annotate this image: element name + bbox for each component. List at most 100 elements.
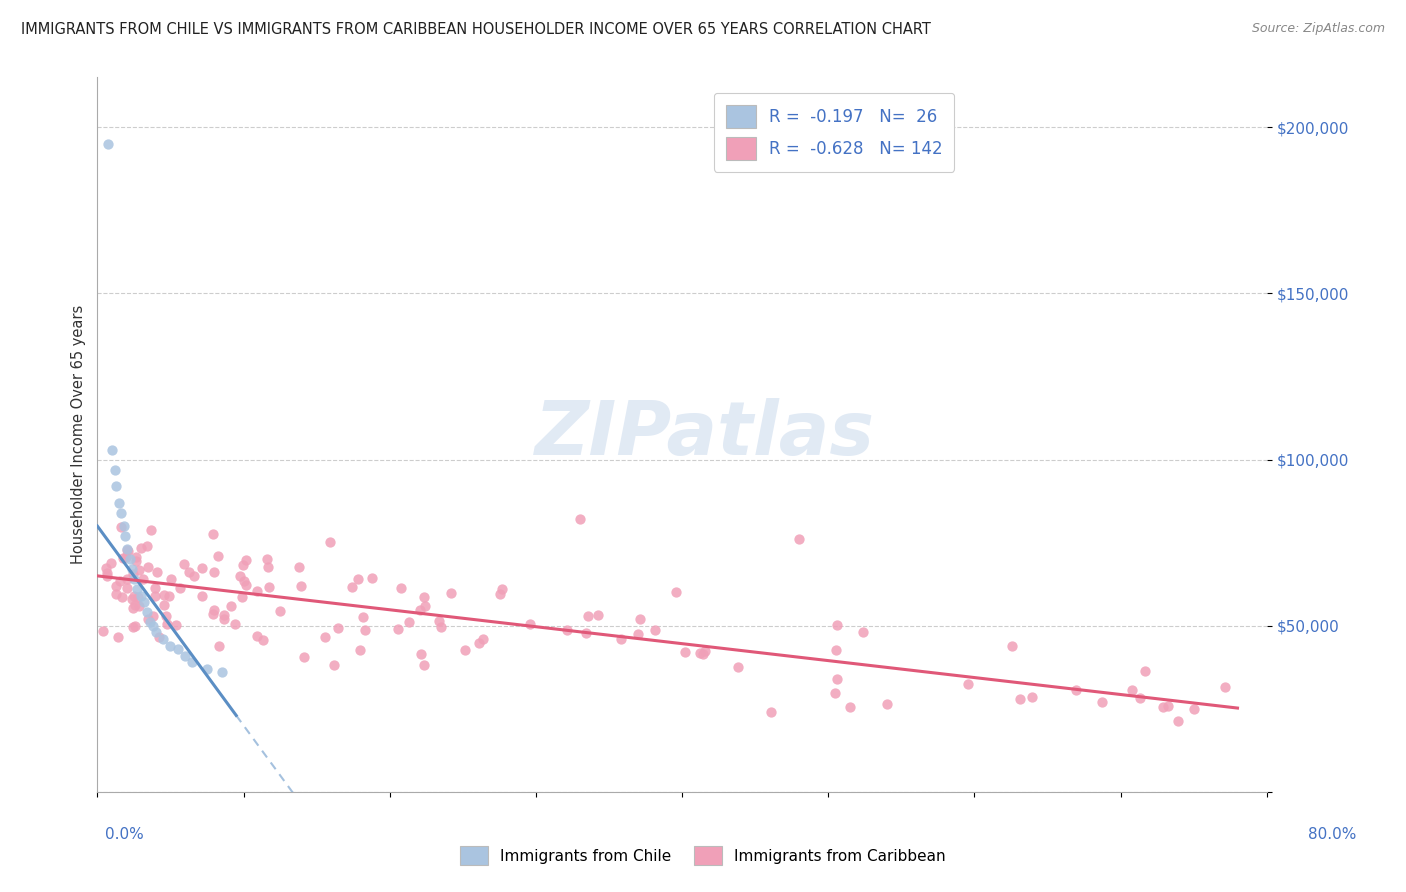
Point	[1182, 701, 1205, 715]
Point	[413, 590, 436, 604]
Text: Source: ZipAtlas.com: Source: ZipAtlas.com	[1251, 22, 1385, 36]
Point	[290, 579, 312, 593]
Point	[142, 618, 165, 632]
Point	[389, 581, 412, 595]
Point	[292, 650, 315, 665]
Point	[159, 639, 181, 653]
Point	[314, 630, 336, 644]
Point	[143, 582, 166, 596]
Point	[114, 529, 136, 543]
Point	[104, 579, 127, 593]
Point	[1001, 639, 1024, 653]
Point	[361, 571, 384, 585]
Point	[246, 584, 269, 599]
Point	[121, 592, 143, 607]
Point	[212, 608, 235, 623]
Point	[195, 662, 218, 676]
Point	[630, 611, 652, 625]
Point	[409, 602, 432, 616]
Point	[181, 655, 204, 669]
Point	[409, 647, 432, 661]
Point	[122, 589, 145, 603]
Point	[124, 598, 146, 612]
Point	[129, 541, 152, 556]
Point	[97, 136, 120, 151]
Point	[169, 582, 191, 596]
Point	[673, 645, 696, 659]
Point	[121, 566, 143, 581]
Point	[115, 549, 138, 564]
Point	[115, 542, 138, 557]
Point	[852, 625, 875, 640]
Point	[1010, 692, 1032, 706]
Point	[212, 612, 235, 626]
Point	[118, 552, 141, 566]
Point	[93, 624, 115, 639]
Point	[202, 566, 225, 580]
Point	[610, 632, 633, 647]
Point	[1128, 691, 1150, 706]
Text: ZIPatlas: ZIPatlas	[536, 398, 876, 471]
Point	[430, 620, 453, 634]
Point	[112, 551, 135, 566]
Point	[627, 627, 650, 641]
Point	[142, 609, 165, 624]
Point	[153, 588, 176, 602]
Point	[689, 646, 711, 660]
Point	[132, 572, 155, 586]
Point	[413, 657, 436, 672]
Point	[235, 553, 257, 567]
Point	[128, 599, 150, 613]
Point	[155, 609, 177, 624]
Point	[340, 580, 363, 594]
Point	[347, 572, 370, 586]
Point	[825, 643, 848, 657]
Point	[489, 587, 512, 601]
Point	[323, 658, 346, 673]
Point	[232, 558, 254, 572]
Point	[174, 648, 197, 663]
Y-axis label: Householder Income Over 65 years: Householder Income Over 65 years	[72, 305, 86, 565]
Point	[1157, 699, 1180, 714]
Point	[349, 643, 371, 657]
Point	[125, 554, 148, 568]
Point	[1091, 694, 1114, 708]
Point	[122, 572, 145, 586]
Point	[135, 539, 157, 553]
Point	[1064, 682, 1087, 697]
Point	[201, 607, 224, 621]
Point	[575, 626, 598, 640]
Point	[159, 572, 181, 586]
Point	[825, 672, 848, 686]
Point	[1121, 682, 1143, 697]
Legend: Immigrants from Chile, Immigrants from Caribbean: Immigrants from Chile, Immigrants from C…	[454, 840, 952, 871]
Point	[387, 622, 409, 636]
Point	[177, 566, 200, 580]
Point	[96, 569, 118, 583]
Point	[440, 586, 463, 600]
Point	[122, 601, 145, 615]
Point	[219, 599, 242, 613]
Point	[211, 665, 233, 680]
Text: 0.0%: 0.0%	[105, 827, 145, 842]
Point	[124, 619, 146, 633]
Point	[957, 677, 980, 691]
Point	[143, 589, 166, 603]
Point	[100, 556, 122, 570]
Point	[156, 617, 179, 632]
Point	[96, 561, 118, 575]
Point	[105, 479, 128, 493]
Point	[787, 533, 810, 547]
Point	[231, 590, 253, 604]
Point	[825, 617, 848, 632]
Point	[256, 552, 278, 566]
Text: 80.0%: 80.0%	[1309, 827, 1357, 842]
Point	[427, 615, 450, 629]
Legend: R =  -0.197   N=  26, R =  -0.628   N= 142: R = -0.197 N= 26, R = -0.628 N= 142	[714, 93, 955, 172]
Point	[245, 629, 267, 643]
Point	[839, 699, 862, 714]
Point	[727, 660, 749, 674]
Point	[134, 595, 156, 609]
Point	[576, 609, 599, 624]
Point	[129, 589, 152, 603]
